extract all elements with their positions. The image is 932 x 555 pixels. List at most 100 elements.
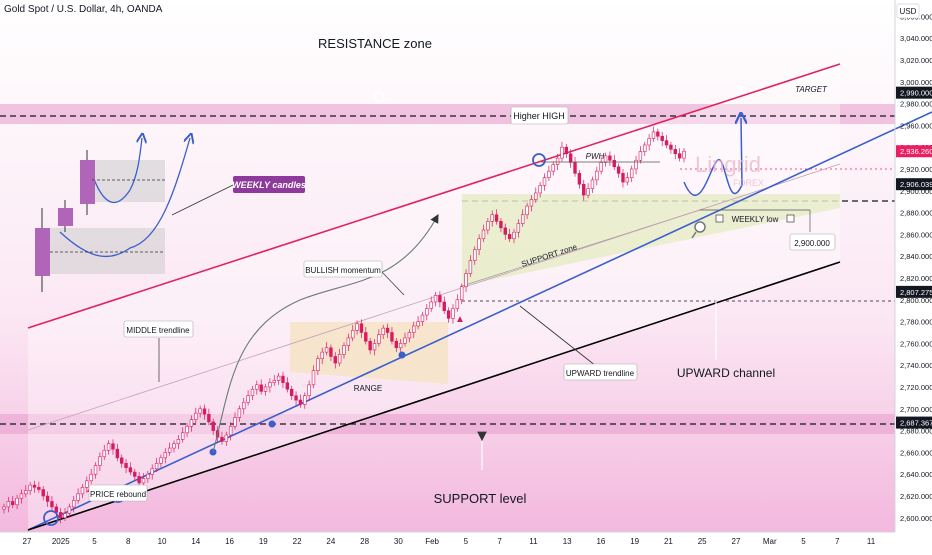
bullish-momentum-callout: BULLISH momentum	[303, 260, 383, 278]
candle-body	[564, 146, 569, 155]
price-tick-label: 2,700.000	[900, 405, 932, 414]
target-star-icon: ★	[734, 80, 747, 96]
candle-body	[582, 183, 586, 196]
candle-body	[425, 308, 429, 316]
price-tick-label: 2,780.000	[900, 318, 932, 327]
weekly-low-checkbox-1	[715, 214, 724, 223]
candle-body	[333, 356, 337, 364]
candle-body	[459, 286, 464, 301]
candle-body	[85, 480, 89, 488]
candle-body	[507, 234, 512, 240]
candle-body	[398, 343, 403, 349]
candle-body	[473, 249, 477, 261]
candle-body	[111, 443, 115, 450]
candle-body	[28, 484, 32, 491]
candle-body	[159, 457, 163, 464]
candle-body	[542, 177, 547, 186]
candle-body	[403, 337, 407, 344]
weekly-badge-pointer	[171, 184, 234, 216]
candle-body	[154, 463, 159, 470]
price-level-labels: 2,990.000 2,936.260 2,906.039 2,807.275 2,68…	[896, 86, 932, 429]
candle-body	[372, 343, 377, 351]
candle-body	[359, 323, 364, 333]
candle-body	[106, 443, 111, 451]
price-tick-label: 2,600.000	[900, 514, 932, 523]
candle-body	[50, 501, 54, 508]
candle-body	[329, 347, 333, 357]
candle-body	[41, 489, 45, 497]
weekly-candle-1-body	[35, 228, 50, 276]
candle-body	[311, 370, 316, 386]
candle-body	[237, 408, 242, 418]
candle-body	[268, 382, 272, 388]
price-tick-label: 2,960.000	[900, 121, 932, 130]
candle-body	[128, 467, 133, 473]
magnifier-icon	[691, 221, 706, 239]
candle-body	[15, 497, 19, 506]
time-axis[interactable]: 27 2025 5 8 10 14 16 19 22 24 28 30 Feb 5 7 11 13 16 19 21 2…	[23, 537, 876, 546]
price-tick-label: 2,880.000	[900, 209, 932, 218]
candle-body	[573, 162, 577, 174]
candle-body	[385, 327, 390, 333]
candle-body	[499, 221, 503, 229]
higher-high-circle	[532, 153, 546, 167]
time-tick-label: 5	[464, 537, 469, 546]
svg-text:WEEKLY candles: WEEKLY candles	[232, 180, 306, 190]
candle-body	[621, 173, 625, 183]
candle-body	[320, 351, 324, 359]
time-tick-label: 11	[867, 537, 876, 546]
candle-body	[198, 408, 202, 414]
candle-body	[612, 159, 616, 168]
candle-body	[433, 295, 438, 303]
time-tick-label: 27	[23, 537, 32, 546]
symbol-title: Gold Spot / U.S. Dollar, 4h, OANDA	[4, 4, 163, 15]
candle-body	[6, 501, 11, 508]
candle-body	[560, 146, 564, 159]
weekly-candle-2-body	[58, 208, 73, 226]
candle-body	[429, 301, 433, 309]
watermark-logo: Lingrid	[695, 152, 761, 177]
candle-body	[377, 334, 381, 344]
price-tick-label: 2,740.000	[900, 361, 932, 370]
price-level-text: 2,936.260	[900, 147, 932, 156]
candle-body	[577, 173, 582, 185]
time-tick-label: 16	[225, 537, 234, 546]
weekly-low-value-callout: 2,900.000	[789, 233, 836, 251]
range-label: RANGE	[354, 384, 382, 393]
candle-body	[211, 421, 215, 431]
candle-body	[394, 340, 399, 349]
candle-body	[189, 419, 194, 427]
candle-body	[351, 330, 355, 339]
candle-body	[185, 425, 189, 434]
candle-body	[664, 140, 669, 146]
candle-body	[163, 452, 167, 459]
time-tick-label: 10	[158, 537, 167, 546]
candle-body	[93, 465, 98, 475]
price-tick-label: 3,040.000	[900, 34, 932, 43]
time-tick-label: 19	[259, 537, 268, 546]
candle-body	[643, 144, 647, 152]
target-label: TARGET	[795, 85, 828, 94]
candle-body	[364, 332, 368, 342]
candle-body	[115, 448, 120, 459]
resistance-marker-icon	[373, 91, 385, 103]
resistance-zone-label: RESISTANCE zone	[318, 36, 432, 51]
time-tick-label: 19	[630, 537, 639, 546]
svg-text:2,900.000: 2,900.000	[794, 239, 830, 248]
candle-body	[625, 177, 630, 183]
candle-body	[181, 432, 185, 440]
candle-body	[72, 500, 76, 508]
time-axis-background	[0, 532, 932, 550]
weekly-low-callout: WEEKLY low	[732, 215, 779, 224]
candle-body	[455, 299, 460, 309]
touch-point-3	[398, 351, 406, 359]
candle-body	[599, 162, 603, 172]
candle-body	[538, 185, 542, 194]
candle-body	[416, 321, 420, 327]
candle-body	[294, 395, 298, 401]
candle-body	[525, 205, 529, 216]
candle-body	[608, 155, 612, 161]
price-level-text: 2,906.039	[900, 180, 932, 189]
time-tick-label: 5	[801, 537, 806, 546]
